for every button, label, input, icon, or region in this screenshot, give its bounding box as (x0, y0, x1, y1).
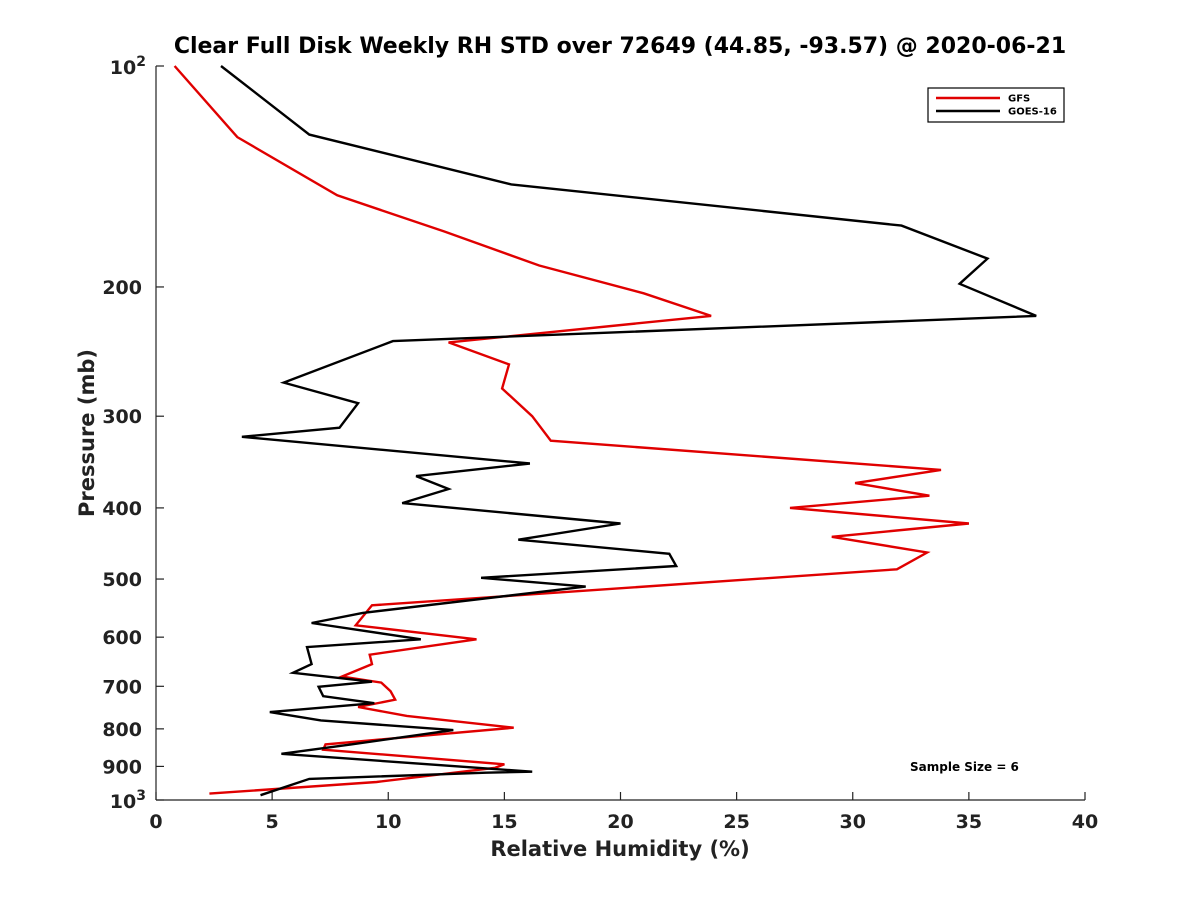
x-tick-label: 25 (723, 811, 749, 833)
x-tick-label: 10 (375, 811, 401, 833)
y-tick-label: 400 (102, 498, 142, 520)
series-line-gfs (173, 65, 970, 795)
x-tick-label: 30 (840, 811, 866, 833)
legend-label-goes-16: GOES-16 (1008, 107, 1057, 118)
y-tick-label: 102 (110, 54, 146, 79)
x-tick-label: 5 (266, 811, 279, 833)
x-tick-label: 0 (149, 811, 162, 833)
y-axis-label: Pressure (mb) (75, 349, 99, 517)
x-axis-label: Relative Humidity (%) (490, 837, 749, 861)
plot-area: 0 5 10 15 20 25 30 35 40102200300400500600700800… (102, 54, 1098, 833)
sample-size-annotation: Sample Size = 6 (910, 760, 1019, 774)
y-tick-label-exponent: 2 (136, 54, 146, 70)
y-tick-label: 700 (102, 676, 142, 698)
series-line-goes-16 (220, 65, 1037, 797)
y-tick-label: 600 (102, 627, 142, 649)
legend-box (927, 87, 1065, 123)
y-tick-label-exponent: 3 (136, 788, 146, 804)
x-tick-label: 20 (607, 811, 633, 833)
x-tick-label: 35 (956, 811, 982, 833)
legend: GFS GOES-16 (927, 87, 1065, 123)
y-tick-label: 300 (102, 406, 142, 428)
x-tick-label: 40 (1072, 811, 1098, 833)
y-tick-label: 500 (102, 569, 142, 591)
chart-title: Clear Full Disk Weekly RH STD over 72649… (174, 34, 1066, 59)
y-tick-label: 103 (110, 788, 146, 813)
legend-label-gfs: GFS (1008, 94, 1030, 105)
x-tick-label: 15 (491, 811, 517, 833)
y-tick-label: 900 (102, 756, 142, 778)
y-tick-label: 800 (102, 719, 142, 741)
y-tick-label-base: 10 (110, 791, 136, 813)
y-tick-label-base: 10 (110, 57, 136, 79)
y-tick-label: 200 (102, 277, 142, 299)
